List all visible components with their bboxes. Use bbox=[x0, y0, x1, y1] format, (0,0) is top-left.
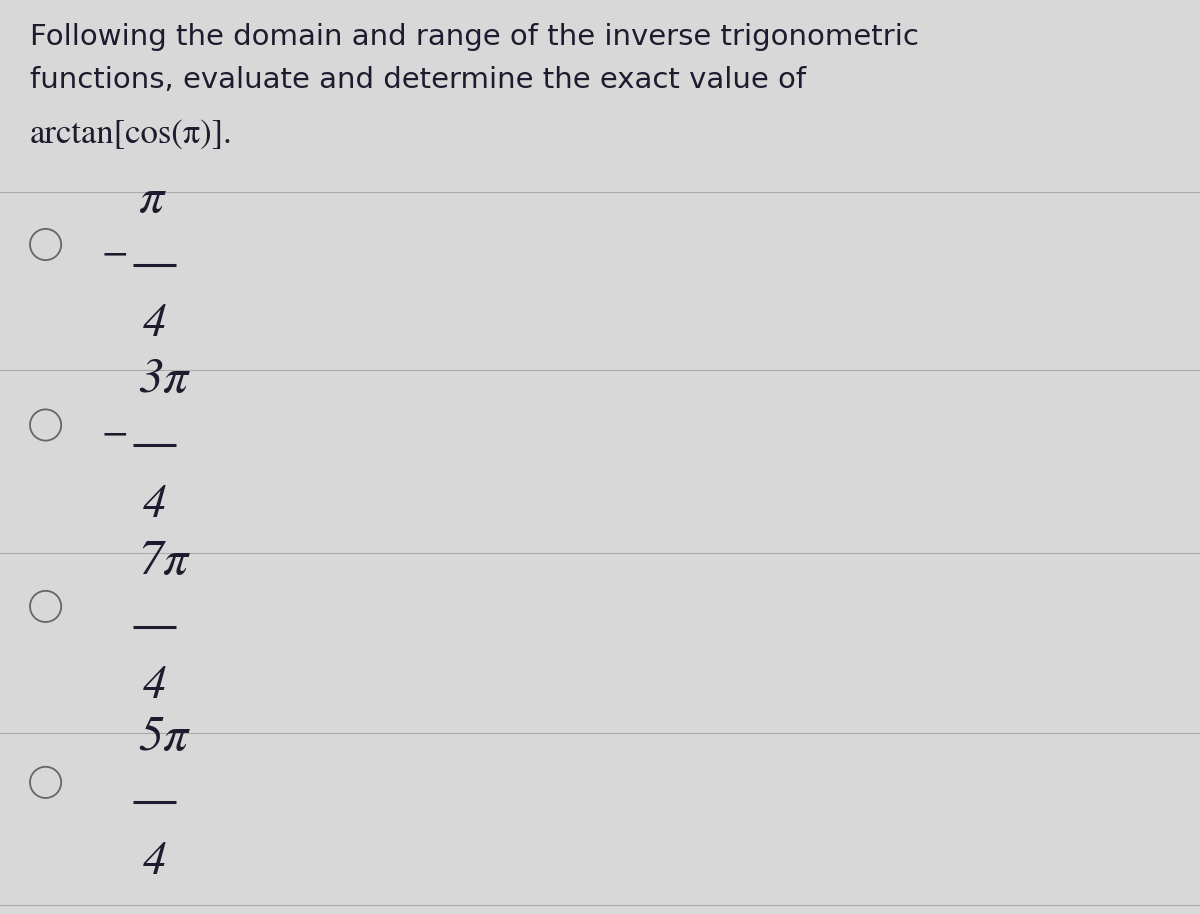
Text: 4: 4 bbox=[143, 665, 167, 708]
Text: functions, evaluate and determine the exact value of: functions, evaluate and determine the ex… bbox=[30, 66, 806, 94]
Text: 4: 4 bbox=[143, 484, 167, 527]
Text: π: π bbox=[138, 177, 163, 222]
Text: 4: 4 bbox=[143, 842, 167, 885]
Text: arctan[cos(π)].: arctan[cos(π)]. bbox=[30, 119, 233, 151]
Text: 5π: 5π bbox=[138, 716, 188, 760]
Text: −: − bbox=[102, 236, 128, 271]
Text: 4: 4 bbox=[143, 303, 167, 346]
Text: 7π: 7π bbox=[138, 539, 188, 584]
Text: Following the domain and range of the inverse trigonometric: Following the domain and range of the in… bbox=[30, 23, 919, 51]
Text: −: − bbox=[102, 417, 128, 452]
Text: 3π: 3π bbox=[138, 358, 188, 402]
